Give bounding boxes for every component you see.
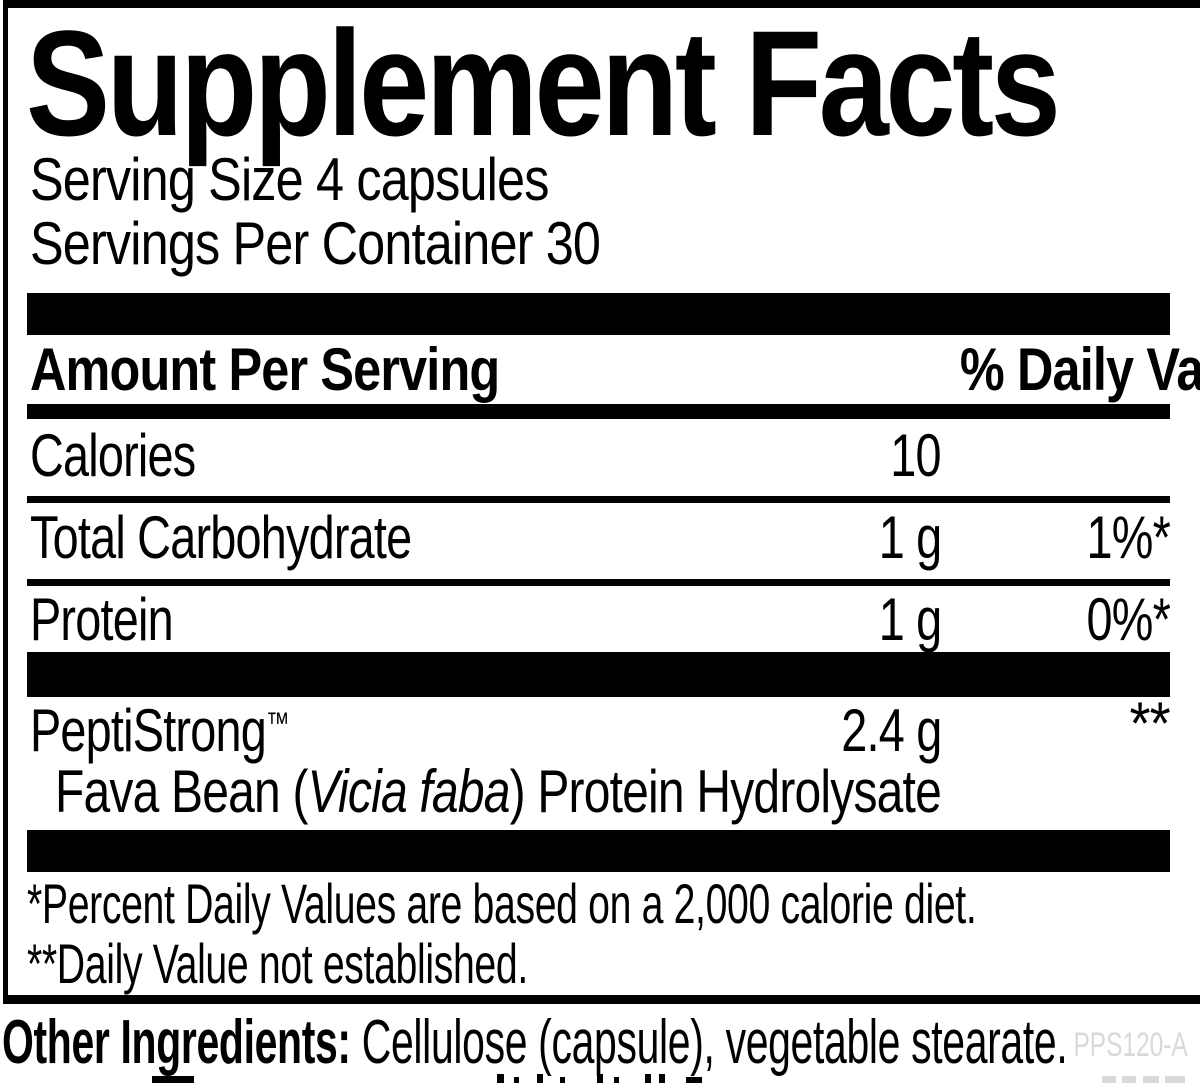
facts-box xyxy=(3,0,1200,1004)
trademark-symbol: ™ xyxy=(265,707,290,740)
product-code: PPS120-A xyxy=(1073,1026,1188,1064)
heavy-divider-top xyxy=(27,293,1170,335)
page-title-text: Supplement Facts xyxy=(26,0,1061,167)
amount-value: 10 xyxy=(890,422,941,489)
ingredient-name: PeptiStrong™ xyxy=(30,697,290,764)
page-title: Supplement Facts xyxy=(26,8,1200,158)
other-ingredients: Other Ingredients: Cellulose (capsule), … xyxy=(2,1012,1200,1074)
column-header-daily-value: % Daily Value xyxy=(959,336,1200,403)
row-divider xyxy=(27,579,1170,586)
amount-value: 1 g xyxy=(878,504,942,571)
nutrient-name: Protein xyxy=(30,586,174,653)
nutrient-name: Total Carbohydrate xyxy=(30,504,412,571)
heavy-divider-bottom xyxy=(27,830,1170,872)
column-header-amount: Amount Per Serving xyxy=(30,336,500,403)
footnote-not-established: **Daily Value not established. xyxy=(27,932,528,995)
serving-size: Serving Size 4 capsules xyxy=(30,146,549,213)
daily-value-asterisks: ** xyxy=(1129,690,1171,757)
footnote-daily-value: *Percent Daily Values are based on a 2,0… xyxy=(27,872,977,935)
heavy-divider-middle xyxy=(27,652,1170,697)
row-divider xyxy=(27,496,1170,503)
other-ingredients-text: Cellulose (capsule), vegetable stearate. xyxy=(350,1008,1068,1077)
amount-value: 1 g xyxy=(878,586,942,653)
ingredient-source-line: Fava Bean (Vicia faba) Protein Hydrolysa… xyxy=(55,758,942,825)
amount-value: 2.4 g xyxy=(840,697,942,764)
daily-value: 0%* xyxy=(1086,586,1170,653)
servings-per-container: Servings Per Container 30 xyxy=(30,210,601,277)
other-ingredients-heading: Other Ingredients: xyxy=(2,1008,351,1077)
medium-divider xyxy=(27,404,1170,419)
nutrient-name: Calories xyxy=(30,422,196,489)
latin-name: Vicia faba xyxy=(307,758,511,825)
daily-value: 1%* xyxy=(1086,504,1170,571)
